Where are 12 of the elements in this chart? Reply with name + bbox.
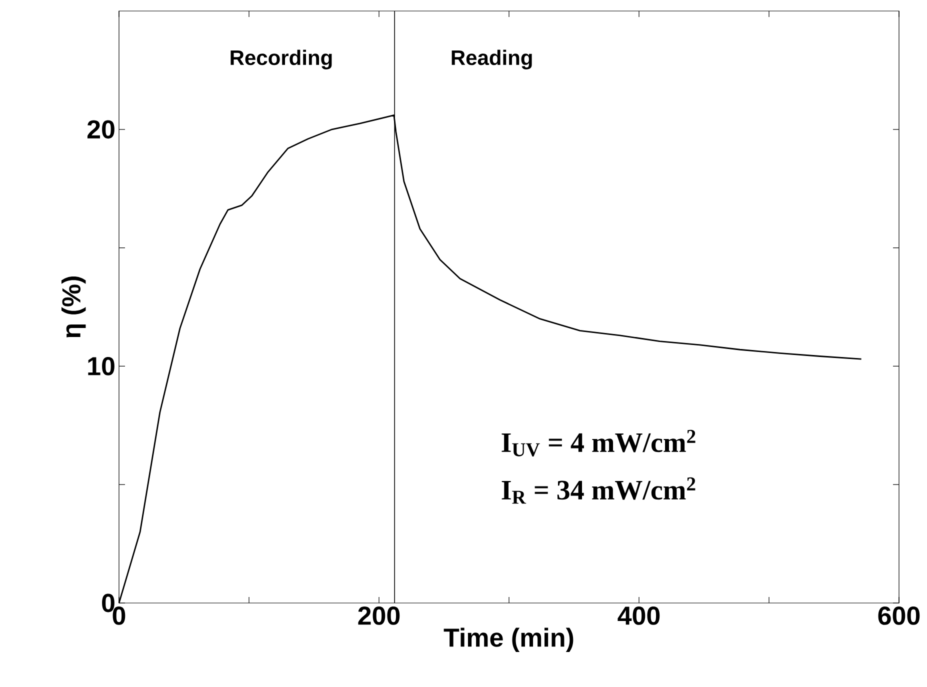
annotation: I$_{R}$ = 34 mW/cm$^{2}$: [502, 477, 696, 504]
y-tick-label: 10: [88, 356, 114, 376]
x-tick-label: 400: [618, 606, 660, 625]
y-tick-label: 20: [87, 120, 114, 139]
annotation: Reading: [452, 50, 532, 70]
y-axis-title: η (%): [61, 276, 86, 338]
y-tick-label: 0: [102, 594, 114, 612]
annotation: Recording: [230, 50, 332, 70]
annotation: I$_{UV}$ = 4 mW/cm$^{2}$: [502, 430, 696, 456]
x-axis-title: Time (min): [444, 628, 574, 652]
x-tick-label: 200: [358, 606, 400, 625]
x-tick-label: 600: [878, 606, 920, 625]
